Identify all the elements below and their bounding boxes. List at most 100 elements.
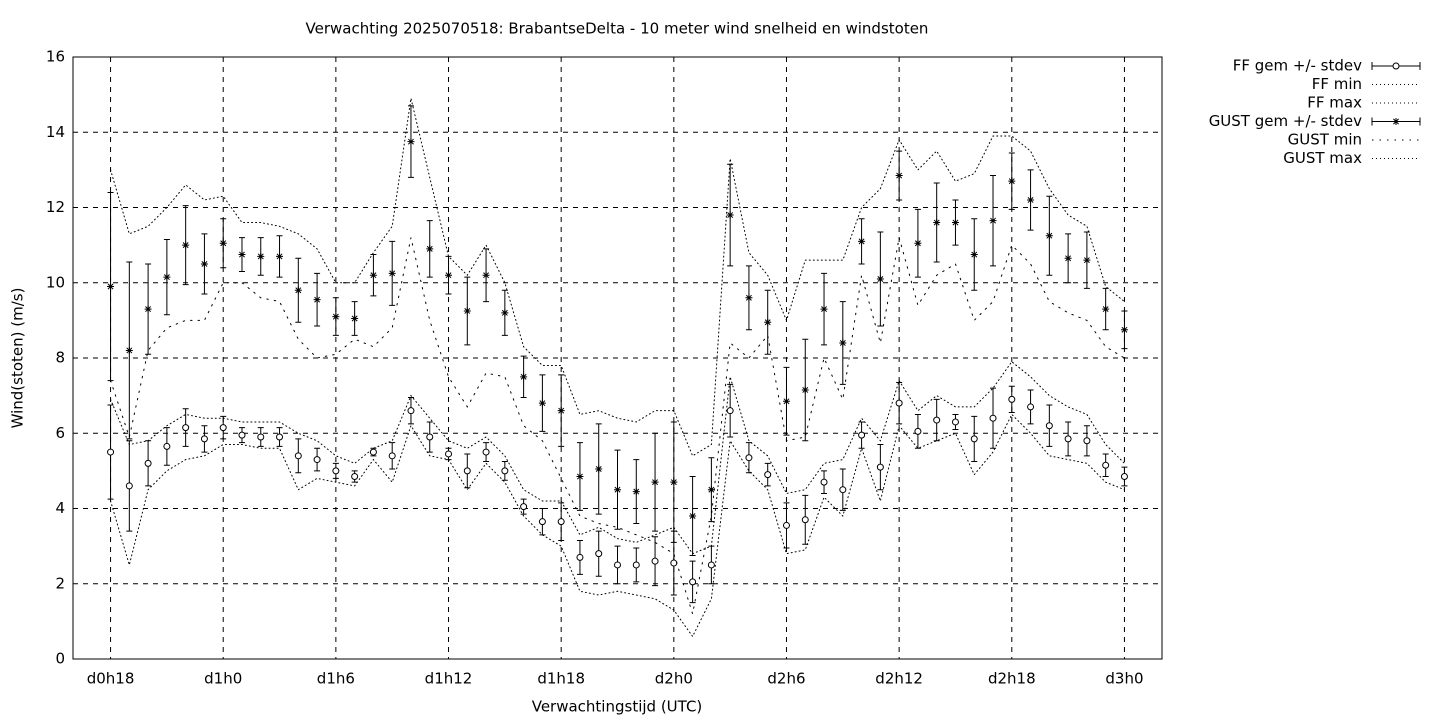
point bbox=[163, 442, 171, 450]
point bbox=[801, 386, 809, 394]
point bbox=[332, 313, 340, 321]
point bbox=[445, 271, 453, 279]
point bbox=[914, 239, 922, 247]
point bbox=[876, 275, 884, 283]
point bbox=[107, 283, 115, 291]
point bbox=[632, 488, 640, 496]
x-tick-label: d0h18 bbox=[87, 670, 135, 688]
point bbox=[538, 399, 546, 407]
point bbox=[858, 431, 866, 439]
point bbox=[989, 217, 997, 225]
point bbox=[614, 561, 621, 569]
point bbox=[895, 399, 903, 407]
point bbox=[182, 424, 190, 432]
point bbox=[388, 269, 396, 277]
point bbox=[351, 473, 359, 481]
point bbox=[839, 339, 847, 347]
point bbox=[745, 454, 753, 462]
point bbox=[595, 550, 603, 558]
point bbox=[670, 559, 678, 567]
legend-marker bbox=[1392, 118, 1400, 125]
point bbox=[125, 346, 133, 354]
point bbox=[745, 294, 753, 302]
y-tick-label: 0 bbox=[55, 650, 65, 668]
point bbox=[163, 273, 171, 281]
point bbox=[332, 467, 340, 475]
point bbox=[501, 309, 509, 317]
point bbox=[294, 286, 302, 294]
point bbox=[820, 478, 828, 486]
x-tick-label: d3h0 bbox=[1105, 670, 1143, 688]
point bbox=[482, 271, 490, 279]
point bbox=[1045, 422, 1053, 430]
point bbox=[1064, 254, 1072, 262]
point bbox=[689, 578, 697, 586]
point bbox=[970, 251, 978, 259]
point bbox=[651, 557, 659, 565]
y-tick-label: 10 bbox=[46, 273, 65, 291]
point bbox=[764, 318, 772, 326]
point bbox=[276, 252, 284, 260]
point bbox=[933, 219, 941, 227]
point bbox=[989, 414, 997, 422]
point bbox=[951, 418, 959, 426]
x-tick-label: d1h6 bbox=[317, 670, 355, 688]
point bbox=[1102, 461, 1110, 469]
point bbox=[914, 427, 922, 435]
point bbox=[219, 239, 227, 247]
point bbox=[294, 452, 302, 460]
point bbox=[1008, 395, 1016, 403]
point bbox=[200, 260, 208, 268]
point bbox=[1083, 256, 1091, 264]
legend-label: GUST min bbox=[1288, 131, 1362, 149]
point bbox=[1120, 326, 1128, 334]
y-axis-label: Wind(stoten) (m/s) bbox=[9, 288, 27, 429]
point bbox=[557, 518, 565, 526]
x-tick-label: d2h6 bbox=[767, 670, 805, 688]
point bbox=[1008, 177, 1016, 185]
point bbox=[1045, 232, 1053, 240]
legend-label: GUST max bbox=[1283, 149, 1362, 167]
point bbox=[238, 251, 246, 259]
point bbox=[895, 172, 903, 180]
point bbox=[257, 433, 265, 441]
x-tick-label: d1h18 bbox=[537, 670, 585, 688]
point bbox=[369, 448, 377, 456]
point bbox=[501, 467, 509, 475]
point bbox=[426, 245, 434, 253]
point bbox=[238, 431, 246, 439]
point bbox=[1120, 473, 1128, 481]
point bbox=[858, 237, 866, 245]
point bbox=[651, 478, 659, 486]
point bbox=[388, 452, 396, 460]
point bbox=[520, 503, 528, 511]
point bbox=[707, 486, 715, 494]
point bbox=[951, 219, 959, 227]
legend-label: FF gem +/- stdev bbox=[1233, 57, 1362, 75]
point bbox=[426, 433, 434, 441]
y-tick-label: 4 bbox=[55, 499, 65, 517]
point bbox=[276, 433, 284, 441]
point bbox=[407, 138, 415, 146]
point bbox=[182, 241, 190, 249]
point bbox=[1064, 435, 1072, 443]
point bbox=[463, 307, 471, 315]
line bbox=[110, 98, 1125, 457]
point bbox=[632, 561, 640, 569]
point bbox=[726, 407, 734, 415]
point bbox=[200, 435, 208, 443]
y-tick-label: 16 bbox=[46, 48, 65, 66]
x-axis-label: Verwachtingstijd (UTC) bbox=[532, 698, 703, 716]
x-tick-label: d2h0 bbox=[655, 670, 693, 688]
point bbox=[520, 373, 528, 381]
point bbox=[782, 521, 790, 529]
point bbox=[257, 252, 265, 260]
chart-title: Verwachting 2025070518: BrabantseDelta -… bbox=[306, 20, 929, 38]
x-tick-label: d2h18 bbox=[988, 670, 1036, 688]
point bbox=[463, 467, 471, 475]
point bbox=[782, 397, 790, 405]
x-tick-label: d2h12 bbox=[875, 670, 923, 688]
point bbox=[801, 516, 809, 524]
point bbox=[369, 271, 377, 279]
